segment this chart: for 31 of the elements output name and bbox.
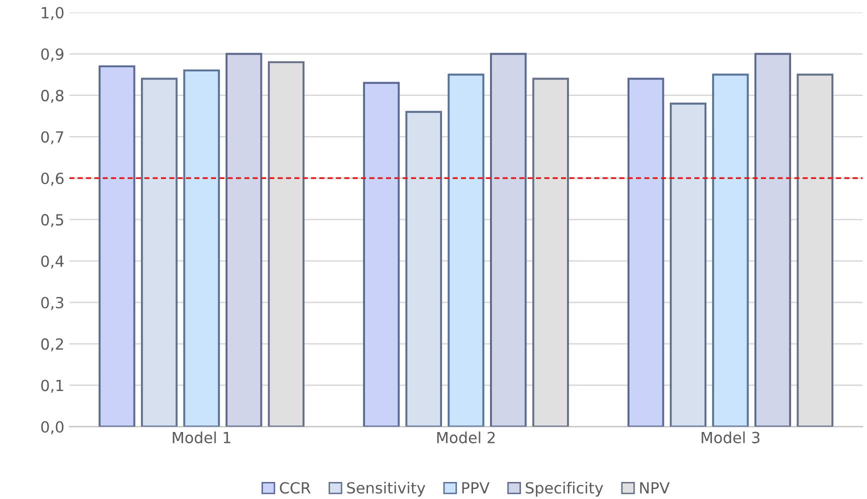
x-tick-label: Model 1 xyxy=(172,432,230,444)
y-tick-label: 0,7 xyxy=(41,131,64,144)
bar xyxy=(670,102,706,427)
bar xyxy=(405,110,442,427)
legend-label: Sensitivity xyxy=(347,482,426,497)
y-tick-label: 0,9 xyxy=(41,48,64,62)
y-tick-label: 0,3 xyxy=(41,296,64,310)
x-tick-label: Model 3 xyxy=(702,432,760,444)
bar xyxy=(628,78,664,427)
bar xyxy=(98,65,136,427)
y-tick-label: 0,0 xyxy=(41,421,64,434)
y-tick-label: 0,6 xyxy=(41,172,64,186)
bar xyxy=(140,78,178,427)
bar xyxy=(712,74,749,427)
y-tick-label: 1,0 xyxy=(42,6,64,20)
y-tick-label: 0,8 xyxy=(41,90,64,103)
legend-label: PPV xyxy=(462,482,490,494)
legend-label: NPV xyxy=(640,482,670,494)
legend-label: CCR xyxy=(280,482,311,494)
bar xyxy=(183,69,220,427)
bar xyxy=(448,74,484,427)
bar xyxy=(363,82,400,427)
legend-label: Specificity xyxy=(526,482,604,497)
bar xyxy=(226,52,262,427)
y-tick-label: 0,4 xyxy=(41,255,64,269)
bar xyxy=(490,52,527,427)
bar xyxy=(754,52,792,427)
x-tick-label: Model 2 xyxy=(437,432,495,444)
y-tick-label: 0,2 xyxy=(41,338,63,352)
y-tick-label: 0,5 xyxy=(41,214,64,228)
y-tick-label: 0,1 xyxy=(41,380,64,393)
